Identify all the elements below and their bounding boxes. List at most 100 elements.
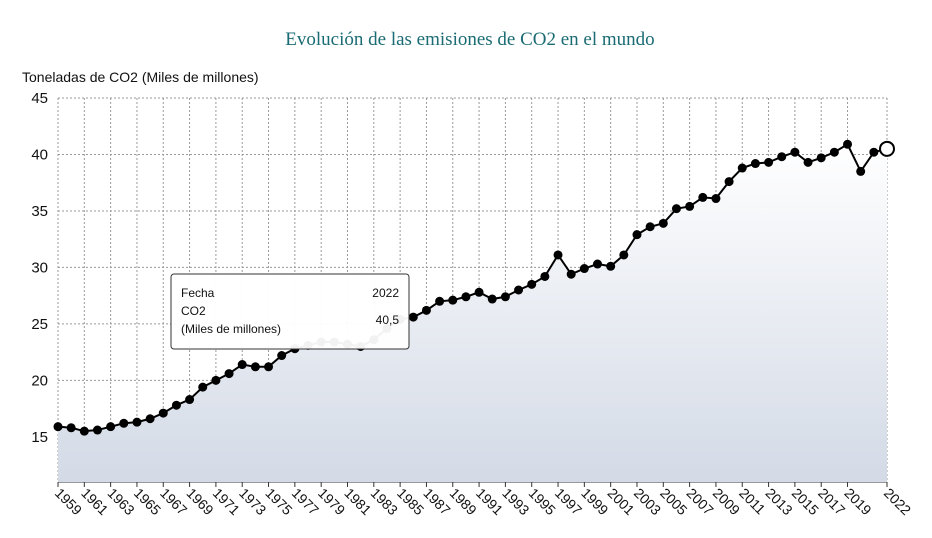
x-tick-label: 1985 bbox=[394, 485, 427, 518]
y-tick-label: 30 bbox=[31, 259, 48, 276]
y-axis-label: Toneladas de CO2 (Miles de millones) bbox=[22, 69, 259, 85]
data-point bbox=[724, 177, 734, 187]
x-tick-label: 1979 bbox=[315, 485, 348, 518]
data-point bbox=[158, 408, 168, 418]
tooltip-value: 40,5 bbox=[376, 313, 400, 327]
y-tick-label: 20 bbox=[31, 372, 48, 389]
data-point bbox=[211, 375, 221, 385]
x-tick-label: 1965 bbox=[131, 485, 164, 518]
tooltip-label: Fecha bbox=[181, 286, 215, 300]
x-tick-label: 1973 bbox=[236, 485, 269, 518]
tooltip: Fecha 2022 CO2 40,5 (Miles de millones) bbox=[170, 273, 410, 350]
data-point bbox=[711, 194, 721, 204]
data-point bbox=[92, 425, 102, 435]
tooltip-value: 2022 bbox=[372, 286, 399, 300]
data-point bbox=[277, 351, 287, 361]
data-point bbox=[250, 362, 260, 372]
data-point bbox=[593, 259, 603, 269]
data-point bbox=[198, 382, 208, 392]
x-tick-label: 1967 bbox=[157, 485, 190, 518]
x-tick-label: 2022 bbox=[881, 485, 914, 518]
x-tick-label: 2005 bbox=[657, 485, 690, 518]
data-point bbox=[237, 360, 247, 370]
data-point bbox=[171, 400, 181, 410]
data-point bbox=[750, 159, 760, 169]
tooltip-box bbox=[170, 273, 410, 350]
y-tick-label: 15 bbox=[31, 429, 48, 446]
data-point bbox=[829, 147, 839, 157]
chart-title: Evolución de las emisiones de CO2 en el … bbox=[285, 29, 654, 50]
data-point bbox=[53, 422, 63, 432]
data-point bbox=[132, 417, 142, 427]
data-point bbox=[514, 285, 524, 295]
x-tick-label: 1995 bbox=[526, 485, 559, 518]
x-tick-label: 1993 bbox=[499, 485, 532, 518]
x-tick-label: 2017 bbox=[815, 485, 848, 518]
data-point bbox=[645, 222, 655, 232]
data-point bbox=[540, 271, 550, 281]
x-tick-label: 1989 bbox=[447, 485, 480, 518]
tooltip-label: (Miles de millones) bbox=[181, 322, 281, 336]
x-tick-label: 2001 bbox=[605, 485, 638, 518]
area bbox=[58, 144, 887, 482]
data-point bbox=[448, 295, 458, 305]
x-tick-label: 1963 bbox=[105, 485, 138, 518]
data-point bbox=[553, 250, 563, 260]
y-tick-label: 35 bbox=[31, 203, 48, 220]
data-point bbox=[566, 269, 576, 279]
data-point bbox=[264, 362, 274, 372]
data-point bbox=[119, 418, 129, 428]
data-point bbox=[698, 192, 708, 202]
y-tick-label: 25 bbox=[31, 316, 48, 333]
y-tick-label: 45 bbox=[31, 90, 48, 107]
data-point bbox=[879, 140, 895, 157]
data-point bbox=[790, 147, 800, 157]
x-tick-label: 1981 bbox=[341, 485, 374, 518]
data-point bbox=[79, 426, 89, 436]
data-point bbox=[474, 287, 484, 297]
data-point bbox=[869, 147, 879, 157]
x-tick-label: 1969 bbox=[183, 485, 216, 518]
data-point bbox=[843, 139, 853, 149]
line bbox=[57, 142, 888, 433]
x-tick-label: 1971 bbox=[210, 485, 243, 518]
data-point bbox=[527, 279, 537, 289]
data-point bbox=[487, 294, 497, 304]
x-tick-label: 1977 bbox=[289, 485, 322, 518]
data-point bbox=[856, 166, 866, 176]
data-point bbox=[685, 201, 695, 211]
data-point bbox=[408, 312, 418, 322]
data-point bbox=[106, 422, 116, 432]
data-point bbox=[145, 414, 155, 424]
x-tick-label: 2009 bbox=[710, 485, 743, 518]
x-tick-label: 2007 bbox=[683, 485, 716, 518]
x-tick-label: 2011 bbox=[736, 485, 769, 518]
data-point bbox=[66, 423, 76, 433]
data-point bbox=[185, 395, 195, 405]
tooltip-label: CO2 bbox=[181, 304, 206, 318]
x-tick-label: 1983 bbox=[368, 485, 401, 518]
data-point bbox=[606, 261, 616, 271]
x-tick-label: 1975 bbox=[262, 485, 295, 518]
x-tick-label: 1959 bbox=[52, 485, 85, 518]
data-point bbox=[658, 218, 668, 228]
data-point bbox=[816, 153, 826, 163]
data-point bbox=[579, 264, 589, 274]
x-tick-label: 1987 bbox=[420, 485, 453, 518]
x-tick-label: 2013 bbox=[762, 485, 795, 518]
data-point bbox=[632, 230, 642, 240]
x-tick-label: 1991 bbox=[473, 485, 506, 518]
x-tick-label: 1997 bbox=[552, 485, 585, 518]
data-point bbox=[500, 292, 510, 302]
x-tick-label: 1961 bbox=[78, 485, 111, 518]
data-point bbox=[777, 152, 787, 162]
data-point bbox=[435, 296, 445, 306]
x-tick-label: 1999 bbox=[578, 485, 611, 518]
data-point bbox=[461, 292, 471, 302]
data-point bbox=[803, 157, 813, 167]
data-point bbox=[671, 204, 681, 214]
x-tick-label: 2003 bbox=[631, 485, 664, 518]
data-point bbox=[619, 250, 629, 260]
data-point bbox=[737, 163, 747, 173]
x-tick-label: 2015 bbox=[789, 485, 822, 518]
